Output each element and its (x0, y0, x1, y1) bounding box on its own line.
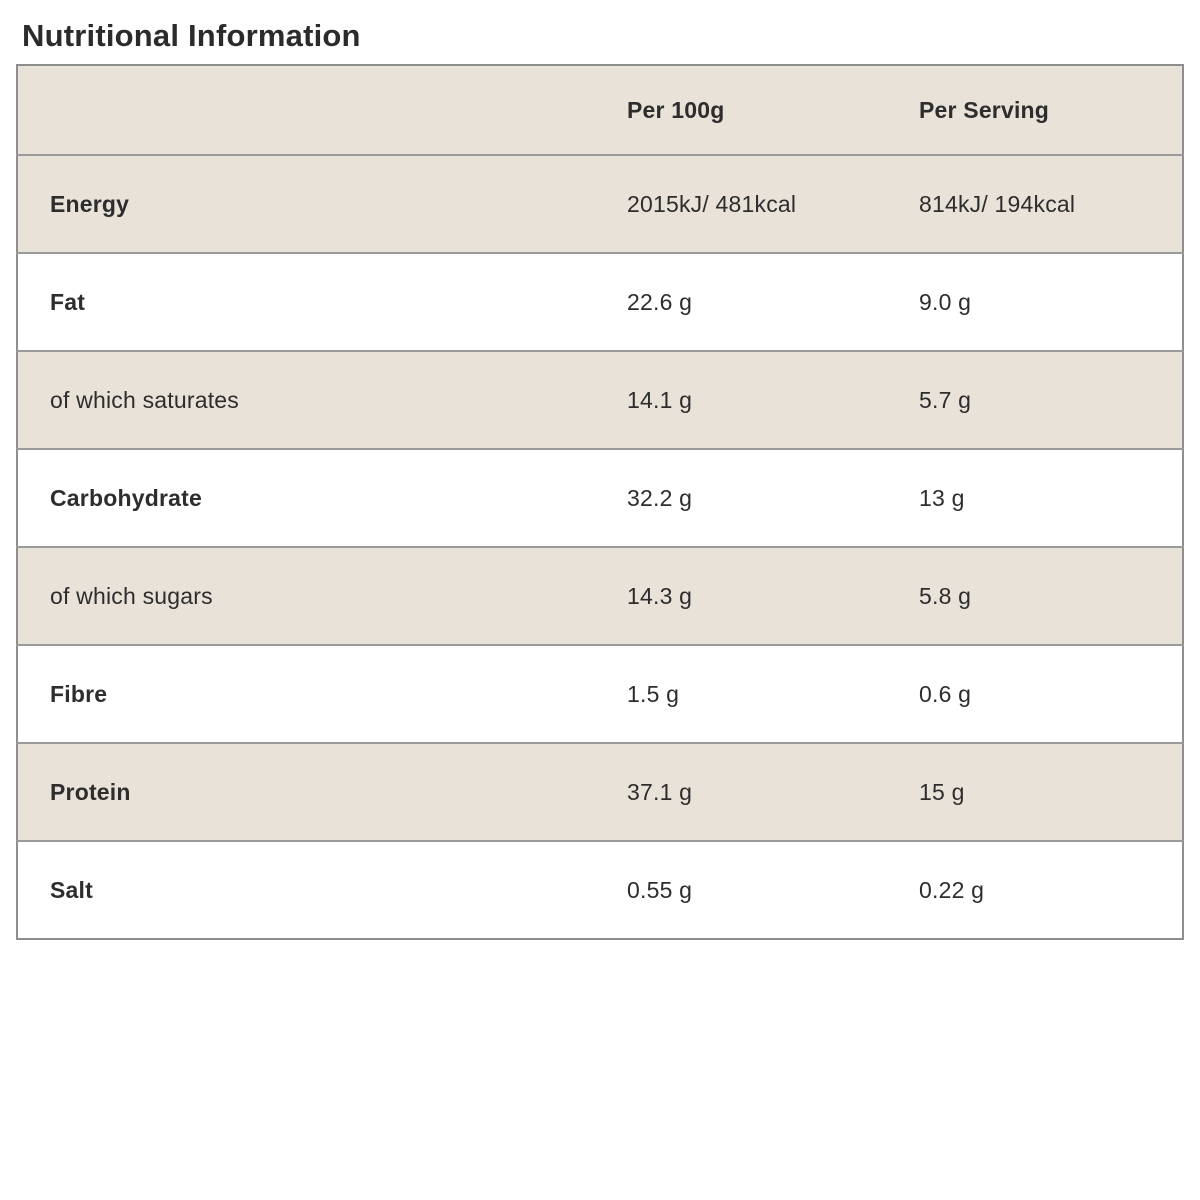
header-per-100g: Per 100g (627, 96, 725, 123)
value-per-serving: 5.8 g (919, 582, 972, 609)
value-per-serving: 15 g (919, 778, 965, 805)
header-per-serving: Per Serving (919, 96, 1050, 123)
table-row-saturates: of which saturates 14.1 g 5.7 g (17, 351, 1183, 449)
value-per-100g: 32.2 g (627, 484, 693, 511)
table-row-sugars: of which sugars 14.3 g 5.8 g (17, 547, 1183, 645)
row-label: Fibre (50, 680, 108, 707)
value-per-100g: 37.1 g (627, 778, 693, 805)
row-label: Salt (50, 876, 93, 903)
value-per-serving: 13 g (919, 484, 965, 511)
value-per-serving: 814kJ/ 194kcal (919, 190, 1076, 217)
value-per-serving: 9.0 g (919, 288, 972, 315)
value-per-100g: 0.55 g (627, 876, 693, 903)
nutrition-table: Per 100g Per Serving Energy 2015kJ/ 481k… (16, 64, 1184, 940)
table-row-carbohydrate: Carbohydrate 32.2 g 13 g (17, 449, 1183, 547)
value-per-100g: 2015kJ/ 481kcal (627, 190, 797, 217)
value-per-serving: 0.22 g (919, 876, 985, 903)
row-label: Energy (50, 190, 130, 217)
value-per-serving: 0.6 g (919, 680, 972, 707)
table-row-protein: Protein 37.1 g 15 g (17, 743, 1183, 841)
table-row-fat: Fat 22.6 g 9.0 g (17, 253, 1183, 351)
nutrition-page: Nutritional Information Per 100g Per Ser… (16, 18, 1184, 940)
row-label: Fat (50, 288, 86, 315)
table-row-fibre: Fibre 1.5 g 0.6 g (17, 645, 1183, 743)
table-row-salt: Salt 0.55 g 0.22 g (17, 841, 1183, 939)
row-label: of which sugars (50, 582, 213, 609)
value-per-100g: 14.3 g (627, 582, 693, 609)
row-label: Carbohydrate (50, 484, 202, 511)
row-label: of which saturates (50, 386, 239, 413)
row-label: Protein (50, 778, 131, 805)
table-row-energy: Energy 2015kJ/ 481kcal 814kJ/ 194kcal (17, 155, 1183, 253)
value-per-100g: 1.5 g (627, 680, 680, 707)
value-per-100g: 14.1 g (627, 386, 693, 413)
value-per-100g: 22.6 g (627, 288, 693, 315)
table-header-row: Per 100g Per Serving (17, 65, 1183, 155)
header-empty-cell (17, 65, 627, 155)
value-per-serving: 5.7 g (919, 386, 972, 413)
page-title: Nutritional Information (22, 18, 361, 53)
